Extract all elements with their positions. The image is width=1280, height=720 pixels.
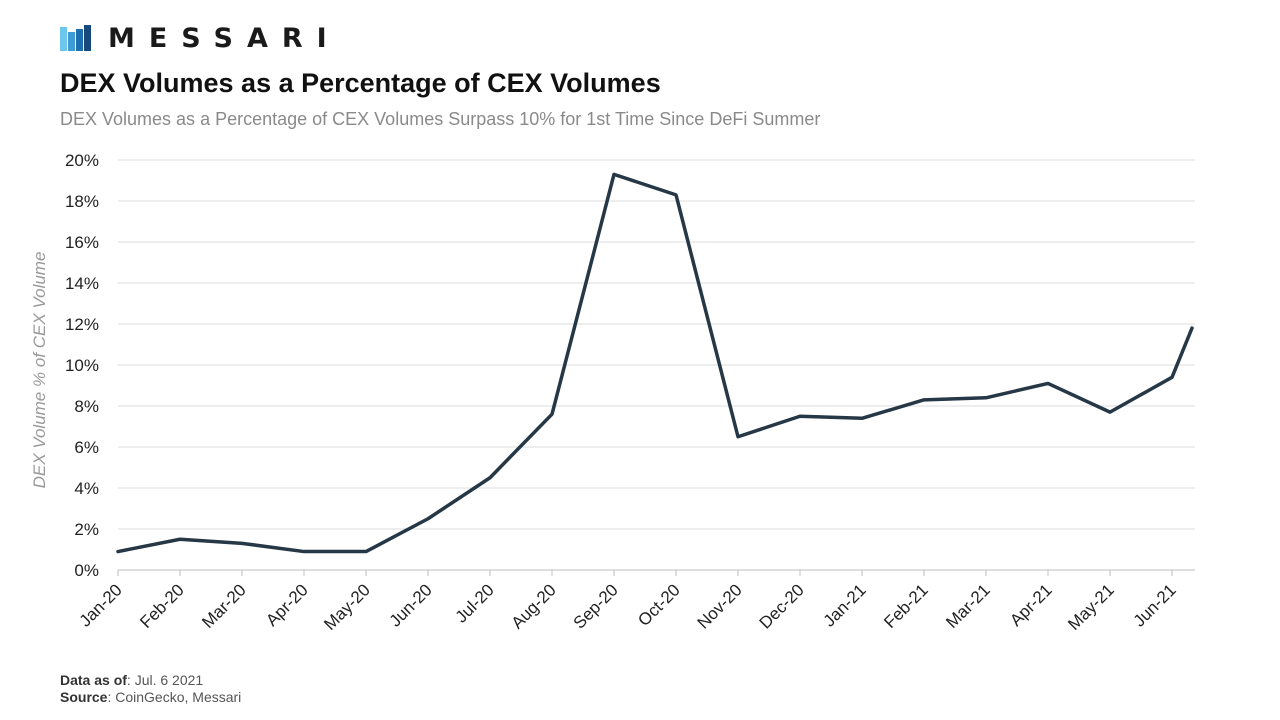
source: Source: CoinGecko, Messari — [60, 689, 241, 706]
x-tick-label: Dec-20 — [756, 580, 808, 632]
series-line-path — [116, 172, 1194, 554]
x-tick-label: Feb-21 — [880, 580, 932, 632]
chart-footer: Data as of: Jul. 6 2021 Source: CoinGeck… — [60, 672, 241, 706]
y-tick-label: 14% — [65, 274, 99, 293]
y-tick-label: 2% — [74, 520, 99, 539]
y-tick-label: 10% — [65, 356, 99, 375]
data-as-of: Data as of: Jul. 6 2021 — [60, 672, 241, 689]
x-tick-label: Feb-20 — [136, 580, 188, 632]
source-value: : CoinGecko, Messari — [107, 689, 242, 705]
y-tick-label: 12% — [65, 315, 99, 334]
y-tick-label: 8% — [74, 397, 99, 416]
y-tick-label: 4% — [74, 479, 99, 498]
x-tick-label: Apr-20 — [262, 580, 312, 630]
series-line — [116, 172, 1194, 554]
chart-subtitle: DEX Volumes as a Percentage of CEX Volum… — [60, 109, 821, 129]
x-tick-label: Jul-20 — [452, 580, 498, 626]
gridlines — [118, 159, 1195, 530]
y-tick-label: 20% — [65, 151, 99, 170]
messari-logo-icon — [60, 25, 91, 51]
data-as-of-label: Data as of — [60, 672, 127, 688]
x-tick-label: Mar-20 — [198, 580, 250, 632]
y-tick-label: 6% — [74, 438, 99, 457]
x-axis: Jan-20 Feb-20 Mar-20 Apr-20 May-20 Jun-20 Jul-… — [76, 569, 1195, 634]
x-tick-label: Jun-21 — [1130, 580, 1180, 630]
x-tick-label: Jan-20 — [76, 580, 126, 630]
x-tick-label: Aug-20 — [508, 580, 560, 632]
brand-name: MESSARI — [108, 23, 341, 54]
y-tick-label: 16% — [65, 233, 99, 252]
x-tick-label: Nov-20 — [694, 580, 746, 632]
x-tick-label: May-21 — [1064, 580, 1118, 634]
y-tick-labels: 0% 2% 4% 6% 8% 10% 12% 14% 16% 18% 20% — [65, 151, 99, 580]
y-tick-label: 0% — [74, 561, 99, 580]
chart-title: DEX Volumes as a Percentage of CEX Volum… — [60, 68, 661, 98]
x-tick-label: Jan-21 — [820, 580, 870, 630]
x-tick-label: Oct-20 — [634, 580, 684, 630]
source-label: Source — [60, 689, 108, 705]
x-tick-label: May-20 — [320, 580, 374, 634]
x-tick-label: Mar-21 — [942, 580, 994, 632]
x-tick-label: Sep-20 — [570, 580, 622, 632]
y-axis-title: DEX Volume % of CEX Volume — [30, 252, 49, 489]
data-as-of-value: : Jul. 6 2021 — [126, 672, 204, 688]
y-tick-label: 18% — [65, 192, 99, 211]
x-tick-label: Apr-21 — [1006, 580, 1056, 630]
x-tick-label: Jun-20 — [386, 580, 436, 630]
messari-logo: MESSARI — [60, 24, 341, 54]
